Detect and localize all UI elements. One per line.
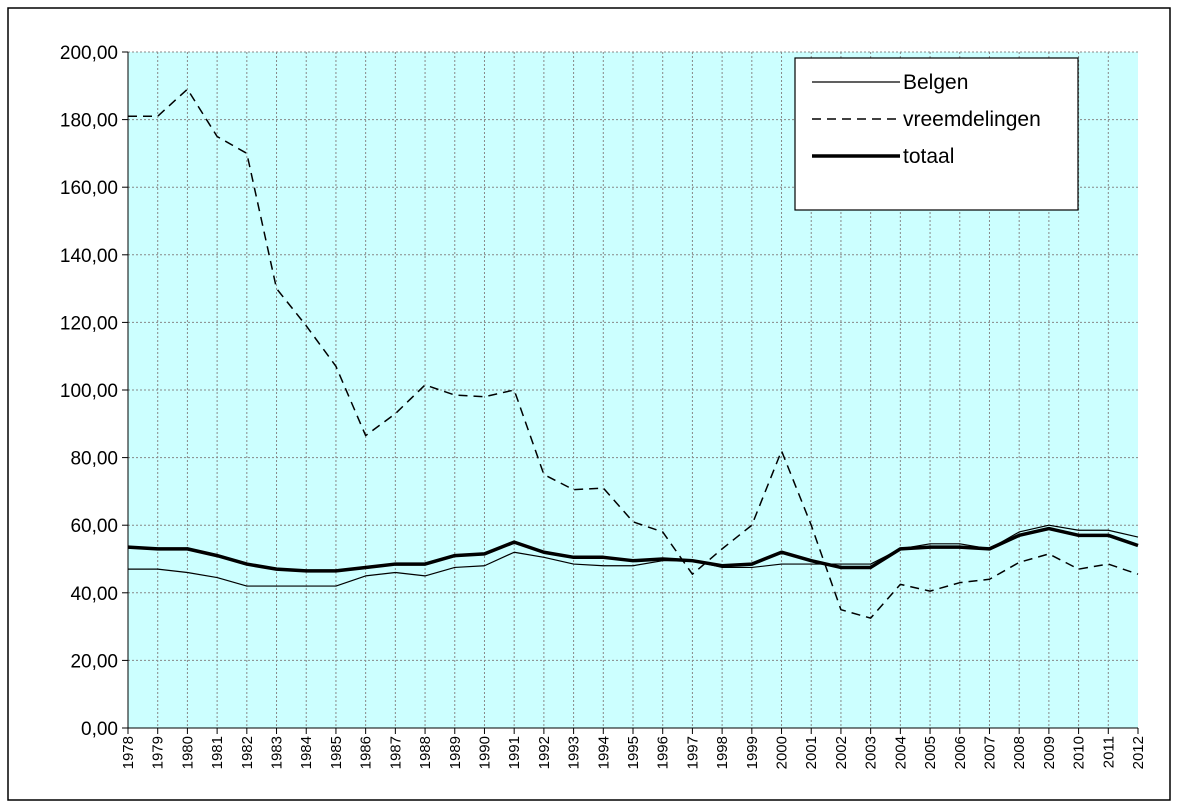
x-tick-label: 1991: [506, 736, 523, 769]
x-tick-label: 1985: [328, 736, 345, 769]
x-tick-label: 2005: [922, 736, 939, 769]
legend-label: vreemdelingen: [903, 108, 1041, 131]
x-tick-label: 1979: [150, 736, 167, 769]
x-tick-label: 2010: [1071, 736, 1088, 769]
x-tick-label: 1996: [655, 736, 672, 769]
x-tick-label: 1995: [625, 736, 642, 769]
y-tick-label: 60,00: [70, 516, 118, 537]
legend-label: Belgen: [903, 71, 968, 94]
x-tick-label: 2007: [981, 736, 998, 769]
series-line: [128, 88, 1139, 619]
x-tick-label: 2000: [774, 736, 791, 769]
x-tick-label: 2009: [1041, 736, 1058, 769]
x-tick-label: 1987: [387, 736, 404, 769]
legend-box: [794, 57, 1079, 211]
y-tick-label: 160,00: [60, 178, 118, 199]
y-tick-label: 100,00: [60, 381, 118, 402]
x-tick-label: 1986: [358, 736, 375, 769]
x-tick-label: 2008: [1011, 736, 1028, 769]
x-tick-label: 1989: [447, 736, 464, 769]
x-tick-label: 2011: [1100, 736, 1117, 768]
x-tick-label: 2003: [863, 736, 880, 769]
x-tick-label: 2012: [1130, 736, 1147, 769]
y-tick-label: 140,00: [60, 246, 118, 267]
x-tick-label: 1999: [744, 736, 761, 769]
x-tick-label: 1992: [536, 736, 553, 769]
x-tick-label: 2001: [803, 736, 820, 769]
y-tick-label: 180,00: [60, 111, 118, 132]
x-tick-label: 2004: [892, 736, 909, 769]
series-line: [128, 524, 1139, 587]
x-tick-label: 1984: [298, 736, 315, 769]
x-tick-label: 1998: [714, 736, 731, 769]
x-tick-label: 1978: [120, 736, 137, 769]
y-tick-label: 40,00: [70, 584, 118, 605]
x-tick-label: 2006: [952, 736, 969, 769]
y-tick-label: 0,00: [81, 719, 118, 740]
y-tick-label: 80,00: [70, 449, 118, 470]
x-tick-label: 1994: [595, 736, 612, 769]
x-tick-label: 1980: [179, 736, 196, 769]
series-line: [127, 526, 1139, 573]
legend-label: totaal: [903, 145, 954, 168]
x-tick-label: 1981: [209, 736, 226, 769]
y-tick-label: 120,00: [60, 313, 118, 334]
x-tick-label: 1997: [684, 736, 701, 769]
y-tick-label: 20,00: [70, 651, 118, 672]
x-tick-label: 1988: [417, 736, 434, 769]
y-tick-label: 200,00: [60, 43, 118, 64]
x-tick-label: 1993: [566, 736, 583, 769]
x-tick-label: 1982: [239, 736, 256, 769]
x-tick-label: 1990: [476, 736, 493, 769]
x-tick-label: 1983: [269, 736, 286, 769]
x-tick-label: 2002: [833, 736, 850, 769]
